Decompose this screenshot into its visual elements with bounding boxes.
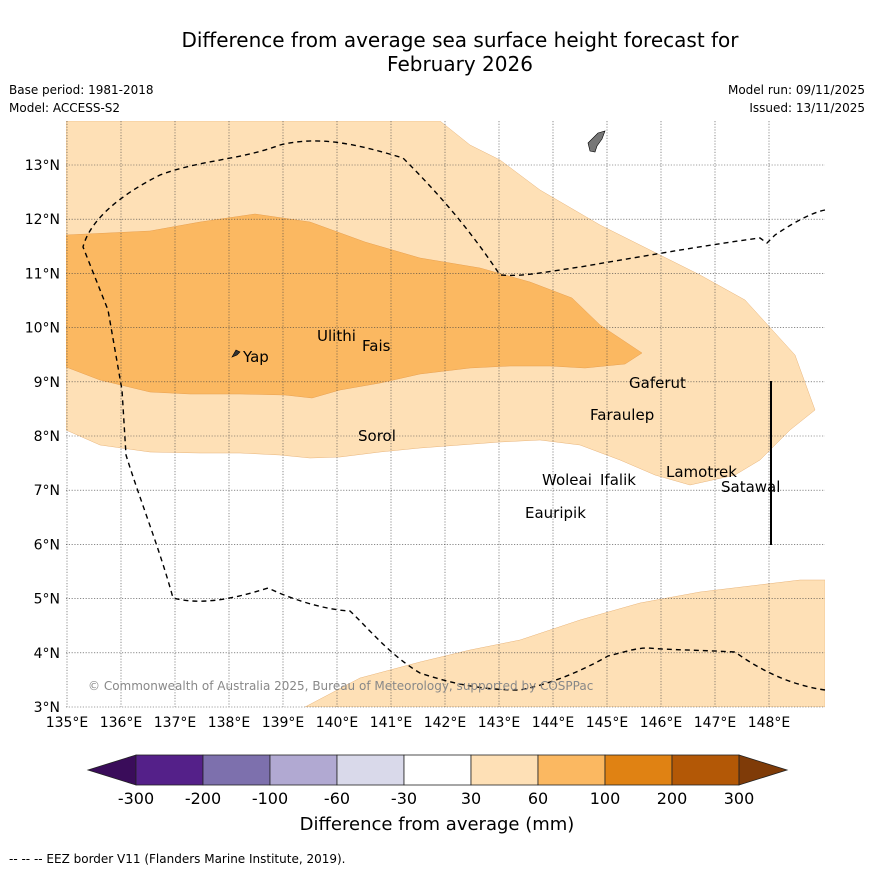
latitude-tick-label: 9°N <box>34 375 60 391</box>
label-eauripik: Eauripik <box>525 504 586 522</box>
longitude-tick-label: 137°E <box>154 715 197 731</box>
longitude-tick-label: 141°E <box>370 715 413 731</box>
colorbar-tick-label: 30 <box>461 789 481 808</box>
longitude-tick-label: 146°E <box>640 715 683 731</box>
colorbar-bin-100-200 <box>604 754 673 786</box>
guam-land-icon <box>587 130 606 153</box>
latitude-tick-label: 12°N <box>25 212 60 228</box>
eez-border <box>82 140 826 691</box>
colorbar-tick-label: -200 <box>185 789 221 808</box>
latitude-tick-label: 5°N <box>34 592 60 608</box>
map-area <box>66 121 825 707</box>
eez-footnote: -- -- -- EEZ border V11 (Flanders Marine… <box>9 852 346 866</box>
colorbar-bin-neg60-30 <box>336 754 405 786</box>
colorbar-bin-neg200-100 <box>202 754 271 786</box>
title-line-1: Difference from average sea surface heig… <box>181 28 739 52</box>
title-line-2: February 2026 <box>387 52 533 76</box>
latitude-tick-label: 13°N <box>25 158 60 174</box>
label-ifalik: Ifalik <box>600 471 636 489</box>
colorbar-tick-label: -30 <box>391 789 417 808</box>
colorbar-extend-high <box>738 754 789 786</box>
label-lamotrek: Lamotrek <box>666 463 737 481</box>
colorbar-labels: -300 -200 -100 -60 -30 30 60 100 200 300 <box>118 789 754 808</box>
latitude-tick-label: 11°N <box>25 266 60 282</box>
label-sorol: Sorol <box>358 427 396 445</box>
colorbar-tick-label: -100 <box>252 789 288 808</box>
label-fais: Fais <box>362 337 391 355</box>
graticule <box>66 121 825 708</box>
longitude-tick-label: 135°E <box>46 715 89 731</box>
model-run: Model run: 09/11/2025 <box>727 83 865 97</box>
colorbar-tick-label: 60 <box>528 789 548 808</box>
longitude-tick-label: 145°E <box>586 715 629 731</box>
model-name: Model: ACCESS-S2 <box>9 101 121 115</box>
longitude-tick-label: 147°E <box>694 715 737 731</box>
label-gaferut: Gaferut <box>629 374 686 392</box>
longitude-tick-label: 144°E <box>532 715 575 731</box>
colorbar-tick-label: 200 <box>657 789 688 808</box>
colorbar-title: Difference from average (mm) <box>300 814 575 835</box>
latitude-tick-label: 10°N <box>25 321 60 337</box>
label-woleai: Woleai <box>542 471 592 489</box>
colorbar-bin-neutral <box>403 754 472 786</box>
base-period: Base period: 1981-2018 <box>9 83 154 97</box>
longitude-tick-label: 139°E <box>262 715 305 731</box>
colorbar-bin-neg300-200 <box>135 754 204 786</box>
label-satawal: Satawal <box>721 478 780 496</box>
colorbar-tick-label: 100 <box>590 789 621 808</box>
latitude-tick-label: 7°N <box>34 483 60 499</box>
longitude-tick-label: 140°E <box>316 715 359 731</box>
label-faraulep: Faraulep <box>590 406 654 424</box>
longitude-tick-label: 148°E <box>748 715 791 731</box>
longitude-tick-label: 142°E <box>424 715 467 731</box>
latitude-tick-label: 6°N <box>34 537 60 553</box>
latitude-tick-label: 3°N <box>34 700 60 716</box>
colorbar-bin-200-300 <box>671 754 740 786</box>
colorbar-bin-30-60 <box>470 754 539 786</box>
issued-date: Issued: 13/11/2025 <box>749 101 865 115</box>
longitude-tick-label: 138°E <box>208 715 251 731</box>
colorbar-tick-label: -300 <box>118 789 154 808</box>
colorbar-tick-label: 300 <box>724 789 755 808</box>
longitude-labels: 135°E 136°E 137°E 138°E 139°E 140°E 141°E 142°E… <box>46 715 791 731</box>
label-yap: Yap <box>242 348 269 366</box>
colorbar-tick-label: -60 <box>324 789 350 808</box>
yap-land-icon <box>231 349 241 358</box>
latitude-tick-label: 4°N <box>34 646 60 662</box>
anomaly-region-60-100 <box>66 213 643 399</box>
latitude-tick-label: 8°N <box>34 429 60 445</box>
longitude-tick-label: 143°E <box>478 715 521 731</box>
anomaly-region-south <box>304 579 825 707</box>
colorbar-bin-60-100 <box>537 754 606 786</box>
place-labels: Yap Ulithi Fais Gaferut Faraulep Sorol W… <box>242 327 780 522</box>
colorbar: -300 -200 -100 -60 -30 30 60 100 200 300 Differen… <box>86 754 789 835</box>
colorbar-extend-low <box>86 754 137 786</box>
copyright-text: © Commonwealth of Australia 2025, Bureau… <box>88 679 593 693</box>
longitude-tick-label: 136°E <box>100 715 143 731</box>
label-ulithi: Ulithi <box>317 327 356 345</box>
colorbar-bin-neg100-60 <box>269 754 338 786</box>
latitude-labels: 13°N 12°N 11°N 10°N 9°N 8°N 7°N 6°N 5°N 4°N 3°N <box>25 158 60 716</box>
